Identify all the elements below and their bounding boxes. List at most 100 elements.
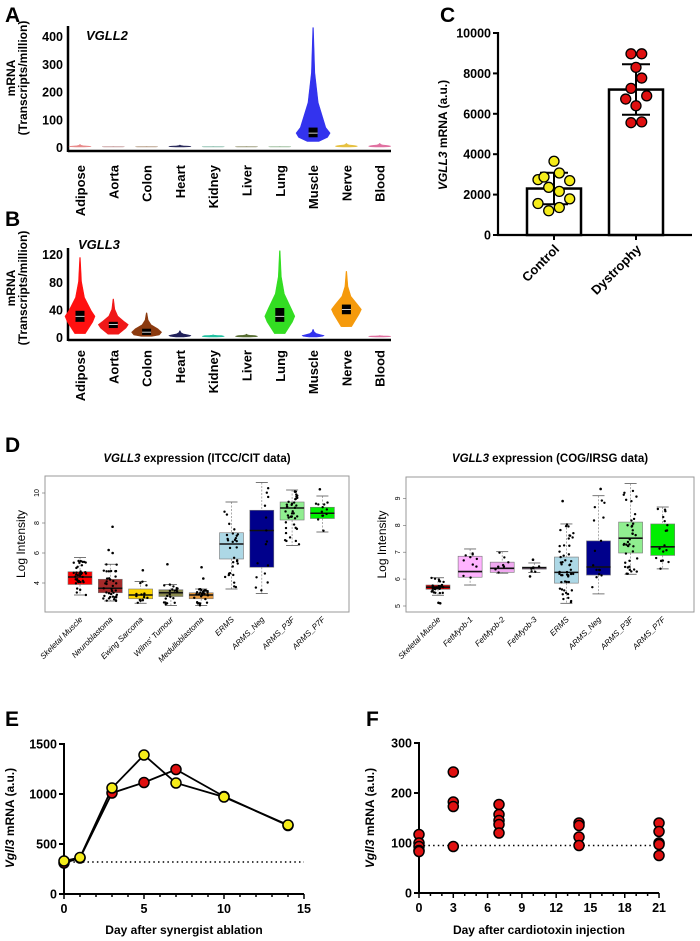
x-tick-label: ARMS_P7F — [630, 614, 668, 652]
violin-lung — [264, 250, 296, 334]
jitter-point — [227, 572, 231, 575]
jitter-point — [223, 575, 227, 579]
jitter-point — [75, 578, 79, 582]
y-tick-label: 9 — [395, 496, 402, 500]
jitter-point — [568, 544, 571, 547]
y-axis-label-gene: VGLL3 — [436, 151, 450, 190]
x-tick-label: Skeletal Muscle — [396, 615, 442, 661]
y-axis-label-rest: mRNA (a.u.) — [436, 80, 450, 152]
jitter-point — [471, 552, 474, 555]
jitter-point — [565, 573, 569, 576]
jitter-point — [602, 516, 605, 519]
jitter-point — [656, 507, 660, 511]
plot-title-rest: expression (COG/IRSG data) — [489, 453, 648, 465]
jitter-point — [199, 591, 202, 594]
x-tick-label: Kidney — [206, 164, 221, 208]
jitter-point — [597, 572, 601, 576]
jitter-point — [171, 588, 174, 591]
jitter-point — [107, 577, 111, 580]
jitter-point — [111, 584, 115, 588]
jitter-point — [475, 565, 478, 568]
jitter-point — [667, 560, 670, 564]
x-tick-label: Kidney — [206, 349, 221, 393]
data-point — [630, 100, 642, 112]
jitter-point — [254, 586, 258, 589]
violin-adipose — [64, 257, 96, 334]
jitter-point — [662, 550, 665, 553]
jitter-point — [562, 554, 565, 557]
y-axis-label: Vgll3 mRNA (a.u.) — [363, 768, 377, 868]
data-point — [573, 839, 585, 852]
jitter-point — [231, 565, 234, 568]
jitter-point — [430, 590, 433, 593]
jitter-point — [172, 585, 175, 588]
jitter-point — [232, 573, 235, 577]
jitter-point — [628, 543, 631, 546]
jitter-point — [236, 533, 240, 536]
data-point — [543, 205, 555, 217]
plot-title-rest: expression (ITCC/CIT data) — [140, 453, 290, 465]
panel-label-b: B — [5, 208, 20, 231]
jitter-point — [567, 553, 571, 556]
x-tick-label: Aorta — [106, 164, 121, 199]
jitter-point — [320, 510, 324, 513]
jitter-point — [593, 549, 597, 553]
jitter-point — [112, 598, 116, 601]
jitter-point — [631, 550, 635, 553]
panel-label-c: C — [440, 4, 455, 27]
x-tick-label: 12 — [549, 901, 563, 915]
jitter-point — [626, 544, 630, 548]
jitter-point — [317, 503, 320, 506]
jitter-point — [102, 597, 105, 600]
jitter-point — [162, 601, 166, 604]
data-point — [564, 175, 576, 187]
box-fetmyob-1 — [457, 555, 483, 578]
data-point — [553, 167, 565, 179]
jitter-point — [105, 577, 109, 580]
y-axis-label-gene: Vgll3 — [363, 839, 377, 868]
jitter-point — [266, 564, 270, 567]
jitter-point — [624, 498, 628, 502]
data-point-red — [138, 776, 150, 789]
jitter-point — [571, 572, 575, 576]
jitter-point — [568, 534, 571, 537]
jitter-point — [462, 559, 465, 562]
jitter-point — [633, 512, 637, 516]
y-axis-label-rest: mRNA (a.u.) — [363, 768, 377, 840]
jitter-point — [143, 593, 146, 597]
jitter-point — [168, 593, 171, 596]
jitter-point — [293, 517, 297, 520]
data-point — [625, 82, 637, 94]
jitter-point — [565, 570, 569, 574]
violin-nerve — [335, 143, 358, 148]
data-point — [573, 819, 585, 832]
jitter-point — [233, 528, 236, 531]
jitter-point — [231, 532, 235, 535]
jitter-point — [571, 536, 574, 539]
jitter-point — [105, 591, 108, 594]
data-point-red — [170, 763, 182, 776]
y-axis-label-line1: mRNA — [4, 59, 18, 96]
jitter-point — [622, 493, 625, 496]
outlier-point — [141, 568, 145, 572]
jitter-point — [591, 564, 595, 567]
jitter-point — [138, 598, 142, 602]
jitter-point — [206, 591, 209, 595]
jitter-point — [659, 567, 662, 570]
jitter-point — [663, 519, 666, 523]
y-tick-label: 200 — [391, 787, 412, 801]
y-tick-label: 300 — [42, 58, 63, 72]
jitter-point — [110, 589, 114, 593]
jitter-point — [294, 497, 297, 501]
y-tick-label: 8 — [34, 521, 41, 525]
y-axis-label: mRNA(Transcripts/million) — [4, 21, 30, 136]
x-tick-label: Nerve — [339, 165, 354, 201]
jitter-point — [563, 589, 566, 592]
jitter-point — [290, 502, 294, 505]
jitter-point — [567, 525, 570, 528]
data-point — [564, 193, 576, 205]
jitter-point — [204, 597, 207, 601]
y-tick-label: 500 — [36, 838, 57, 852]
violin-lung — [268, 146, 292, 148]
jitter-point — [599, 539, 603, 543]
